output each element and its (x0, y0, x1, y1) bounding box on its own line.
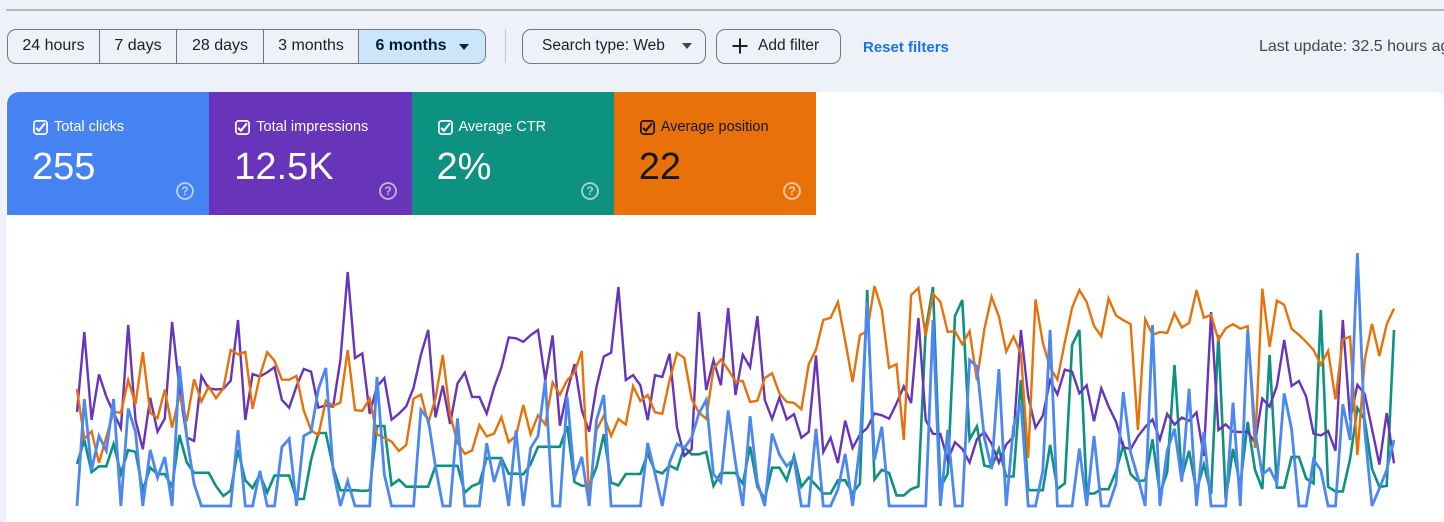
svg-text:?: ? (182, 184, 189, 198)
svg-text:?: ? (384, 184, 391, 198)
svg-text:?: ? (586, 184, 593, 198)
svg-text:?: ? (788, 184, 795, 198)
